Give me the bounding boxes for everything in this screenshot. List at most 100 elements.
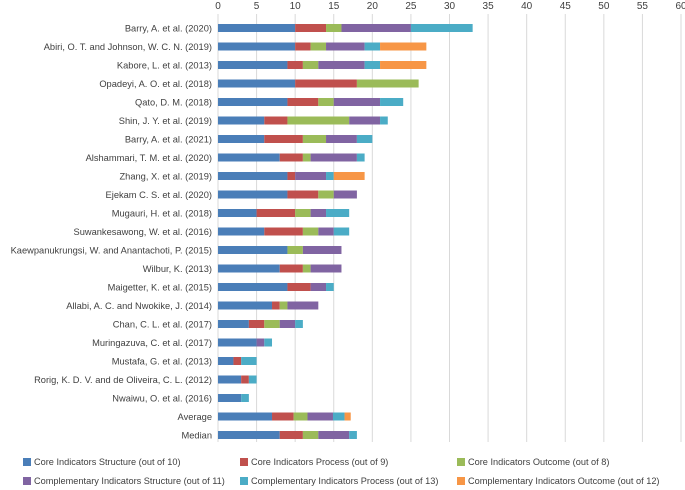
bar-segment (295, 209, 311, 217)
bar-segment (218, 116, 265, 125)
legend-swatch (240, 458, 248, 466)
x-tick-label: 40 (521, 1, 533, 12)
bar-segment (264, 135, 303, 143)
bar-segment (287, 61, 303, 69)
bar-segment (318, 227, 334, 236)
category-label: Shin, J. Y. et al. (2019) (119, 116, 212, 126)
category-label: Muringazuva, C. et al. (2017) (92, 338, 212, 348)
bar-segment (218, 394, 242, 402)
bar-segment (326, 24, 342, 32)
category-label: Suwankesawong, W. et al. (2016) (74, 227, 213, 237)
legend-label: Core Indicators Process (out of 9) (251, 457, 388, 467)
bar-segment (293, 412, 308, 421)
legend-swatch (240, 477, 248, 485)
bar-segment (310, 153, 357, 162)
legend: Core Indicators Structure (out of 10) Cor… (23, 457, 660, 486)
bar-segment (218, 246, 288, 254)
legend-label: Complementary Indicators Structure (out … (34, 476, 225, 486)
bar-segment (218, 209, 257, 217)
bar-segment (218, 98, 288, 106)
x-tick-label: 55 (637, 1, 649, 12)
bar-segment (356, 79, 419, 88)
x-tick-label: 35 (483, 1, 495, 12)
bar-segment (218, 227, 265, 236)
bar-segment (287, 116, 350, 125)
bar-segment (248, 320, 265, 328)
legend-swatch (457, 458, 465, 466)
bar-segment (295, 79, 357, 88)
bar-segment (287, 283, 311, 291)
bar-segment (364, 61, 381, 69)
bar-segment (410, 24, 473, 32)
bar-segment (218, 190, 288, 199)
x-tick-label: 15 (328, 1, 340, 12)
bar-segment (241, 357, 257, 365)
bar-segment (295, 24, 327, 32)
bar-segment (380, 98, 404, 106)
bar-segment (318, 431, 350, 439)
category-label: Maigetter, K. et al. (2015) (108, 283, 212, 293)
bar-segment (310, 283, 327, 291)
legend-label: Complementary Indicators Outcome (out of… (468, 476, 660, 486)
bar-segment (302, 135, 327, 143)
bar-segment (326, 209, 350, 217)
category-label: Nwaiwu, O. et al. (2016) (112, 394, 212, 404)
bar-segment (233, 357, 242, 365)
legend-label: Complementary Indicators Process (out of… (251, 476, 438, 486)
x-axis-tick-labels: 0 5 10 15 20 25 30 35 40 45 50 55 60 (215, 1, 685, 12)
bar-segment (326, 172, 334, 180)
bar-segment (344, 412, 351, 421)
bar-segment (241, 394, 249, 402)
bar-segment (241, 375, 249, 384)
bar-segment (287, 98, 319, 106)
category-label: Zhang, X. et al. (2019) (119, 172, 212, 182)
bar-segment (332, 412, 345, 421)
bar-segment (333, 98, 381, 106)
bar-segment (364, 42, 381, 51)
bar-stacks (218, 24, 473, 439)
legend-label: Core Indicators Outcome (out of 8) (468, 457, 609, 467)
category-label: Kaewpanukrungsi, W. and Anantachoti, P. … (11, 246, 212, 256)
bar-segment (287, 301, 319, 310)
bar-segment (380, 61, 427, 69)
category-label: Mugauri, H. et al. (2018) (112, 209, 212, 219)
bar-segment (218, 283, 288, 291)
legend-label: Core Indicators Structure (out of 10) (34, 457, 181, 467)
legend-swatch (23, 477, 31, 485)
bar-segment (318, 190, 334, 199)
category-label: Allabi, A. C. and Nwokike, J. (2014) (66, 301, 212, 311)
x-tick-label: 25 (405, 1, 417, 12)
bar-segment (218, 153, 280, 162)
bar-segment (295, 172, 327, 180)
category-label: Barry, A. et al. (2020) (125, 24, 212, 34)
bar-segment (380, 116, 388, 125)
category-label: Rorig, K. D. V. and de Oliveira, C. L. (… (34, 375, 212, 385)
category-label: Qato, D. M. (2018) (135, 98, 212, 108)
category-label: Barry, A. et al. (2021) (125, 135, 212, 145)
bar-segment (218, 172, 288, 180)
bar-segment (218, 338, 257, 347)
bar-segment (349, 116, 381, 125)
bar-segment (248, 375, 257, 384)
category-label: Opadeyi, A. O. et al. (2018) (99, 79, 212, 89)
bar-segment (318, 61, 365, 69)
bar-segment (333, 190, 357, 199)
category-label: Chan, C. L. et al. (2017) (113, 320, 212, 330)
bar-segment (218, 301, 273, 310)
bar-segment (264, 227, 303, 236)
bar-segment (302, 153, 311, 162)
category-label: Kabore, L. et al. (2013) (117, 61, 212, 71)
category-label: Wilbur, K. (2013) (143, 264, 212, 274)
bar-segment (295, 42, 311, 51)
bar-segment (287, 246, 303, 254)
x-tick-label: 10 (290, 1, 302, 12)
bar-segment (279, 431, 303, 439)
bar-segment (302, 61, 319, 69)
bar-segment (218, 264, 280, 273)
bar-segment (272, 412, 294, 421)
x-tick-label: 45 (560, 1, 572, 12)
bar-segment (287, 172, 296, 180)
bar-segment (341, 24, 411, 32)
bar-segment (333, 172, 365, 180)
